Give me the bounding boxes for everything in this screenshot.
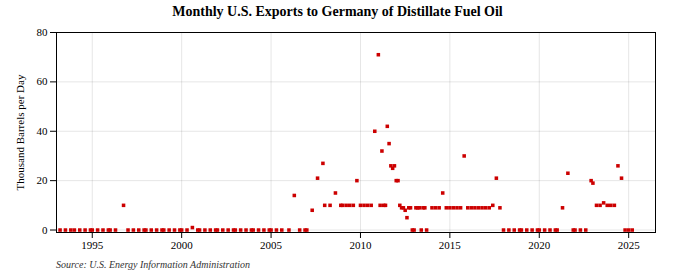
- svg-text:2025: 2025: [618, 239, 641, 251]
- svg-text:Thousand Barrels per Day: Thousand Barrels per Day: [14, 74, 26, 190]
- html-text:Monthly U.S. Exports to German: Monthly U.S. Exports to Germany of Disti…: [172, 4, 503, 19]
- svg-text:2015: 2015: [439, 239, 462, 251]
- svg-text:40: 40: [37, 125, 49, 137]
- svg-text:1995: 1995: [81, 239, 104, 251]
- svg-text:2005: 2005: [260, 239, 283, 251]
- svg-text:80: 80: [37, 26, 49, 38]
- svg-text:20: 20: [37, 174, 49, 186]
- html-text:Source: U.S. Energy Informatio: Source: U.S. Energy Information Administ…: [56, 259, 251, 270]
- svg-text:0: 0: [42, 224, 48, 236]
- svg-text:2020: 2020: [528, 239, 551, 251]
- svg-text:2000: 2000: [171, 239, 194, 251]
- svg-text:60: 60: [37, 75, 49, 87]
- svg-text:2010: 2010: [349, 239, 372, 251]
